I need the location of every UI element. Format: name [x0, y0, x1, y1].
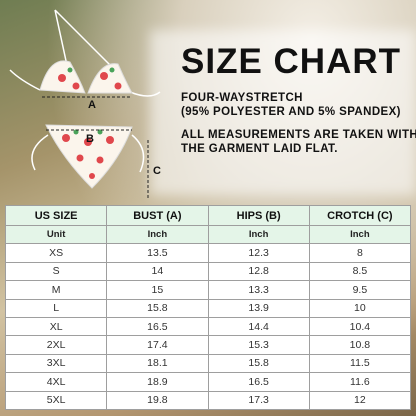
- table-row: 4XL 18.9 16.5 11.6: [4, 372, 412, 392]
- size-table: US SIZE BUST (A) HIPS (B) CROTCH (C) Unit Inc…: [4, 205, 412, 410]
- table-cell: 14: [106, 261, 209, 282]
- table-cell: Inch: [207, 224, 310, 245]
- subtitle: (95% POLYESTER AND 5% SPANDEX): [181, 106, 401, 118]
- table-cell: 10: [308, 298, 412, 318]
- label-c: C: [153, 165, 161, 177]
- bikini-diagram: A B C: [9, 9, 161, 198]
- table-cell: 16.5: [207, 372, 310, 392]
- table-cell: 2XL: [4, 335, 108, 355]
- table-row: M 15 13.3 9.5: [4, 280, 412, 300]
- table-row: XS 13.5 12.3 8: [4, 243, 412, 263]
- table-row: S 14 12.8 8.5: [4, 261, 412, 282]
- note: ALL MEASUREMENTS ARE TAKEN WITH: [181, 129, 416, 141]
- title: SIZE CHART: [181, 42, 401, 81]
- table-cell: Inch: [106, 224, 209, 245]
- table-cell: 15: [106, 280, 209, 300]
- table-cell: XS: [4, 243, 108, 263]
- table-cell: 13.3: [207, 280, 310, 300]
- table-cell: US SIZE: [4, 205, 108, 226]
- table-cell: 13.5: [106, 243, 209, 263]
- table-cell: 8.5: [308, 261, 412, 282]
- table-cell: BUST (A): [106, 205, 209, 226]
- table-cell: 15.8: [207, 353, 310, 374]
- table-cell: 8: [308, 243, 412, 263]
- table-cell: 4XL: [4, 372, 108, 392]
- table-cell: 12: [308, 390, 412, 410]
- table-cell: L: [4, 298, 108, 318]
- table-cell: 9.5: [308, 280, 412, 300]
- table-cell: CROTCH (C): [308, 205, 412, 226]
- table-cell: 13.9: [207, 298, 310, 318]
- note: THE GARMENT LAID FLAT.: [181, 143, 338, 155]
- subtitle: FOUR-WAYSTRETCH: [181, 92, 303, 104]
- table-cell: S: [4, 261, 108, 282]
- table-row: L 15.8 13.9 10: [4, 298, 412, 318]
- table-cell: 16.5: [106, 316, 209, 337]
- label-a: A: [88, 99, 96, 111]
- table-cell: Inch: [308, 224, 412, 245]
- table-cell: 10.4: [308, 316, 412, 337]
- table-row: US SIZE BUST (A) HIPS (B) CROTCH (C): [4, 205, 412, 226]
- table-row: 5XL 19.8 17.3 12: [4, 390, 412, 410]
- table-row: Unit Inch Inch Inch: [4, 224, 412, 245]
- table-row: XL 16.5 14.4 10.4: [4, 316, 412, 337]
- table-cell: 3XL: [4, 353, 108, 374]
- table-cell: 12.8: [207, 261, 310, 282]
- table-cell: 18.9: [106, 372, 209, 392]
- table-cell: 11.5: [308, 353, 412, 374]
- table-cell: Unit: [4, 224, 108, 245]
- table-cell: 14.4: [207, 316, 310, 337]
- table-cell: 17.3: [207, 390, 310, 410]
- table-cell: 17.4: [106, 335, 209, 355]
- table-cell: 10.8: [308, 335, 412, 355]
- table-cell: 5XL: [4, 390, 108, 410]
- table-cell: 12.3: [207, 243, 310, 263]
- table-cell: 18.1: [106, 353, 209, 374]
- table-cell: 15.3: [207, 335, 310, 355]
- table-cell: 15.8: [106, 298, 209, 318]
- table-row: 3XL 18.1 15.8 11.5: [4, 353, 412, 374]
- table-cell: 11.6: [308, 372, 412, 392]
- table-cell: 19.8: [106, 390, 209, 410]
- table-cell: M: [4, 280, 108, 300]
- table-row: 2XL 17.4 15.3 10.8: [4, 335, 412, 355]
- table-cell: XL: [4, 316, 108, 337]
- backdrop: [150, 30, 416, 195]
- table-cell: HIPS (B): [207, 205, 310, 226]
- label-b: B: [86, 133, 94, 145]
